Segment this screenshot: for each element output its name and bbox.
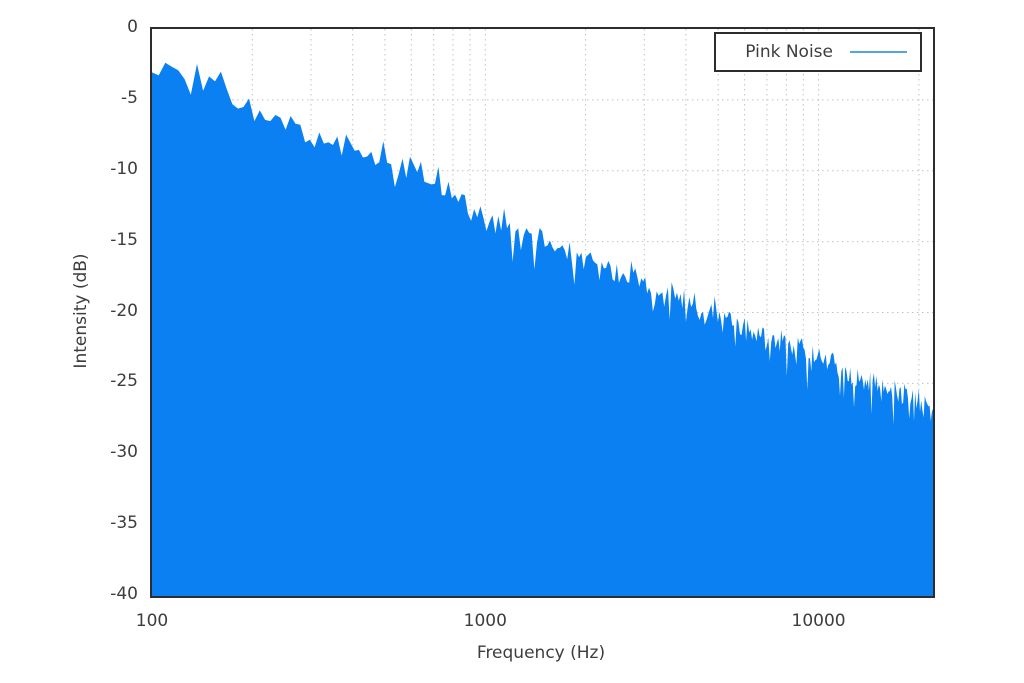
pink-noise-area — [152, 62, 933, 596]
x-tick-label-100: 100 — [135, 611, 169, 631]
legend-line-sample-icon — [850, 51, 907, 53]
y-tick-label--25: -25 — [110, 371, 138, 392]
x-tick-label-10000: 10000 — [791, 611, 846, 631]
y-tick-label-0: 0 — [127, 17, 138, 37]
legend-box: Pink Noise — [714, 32, 922, 72]
x-tick-label-1000: 1000 — [463, 611, 507, 631]
legend-label-pink-noise: Pink Noise — [745, 42, 833, 62]
y-tick-label--20: -20 — [110, 300, 138, 321]
y-tick-label--30: -30 — [110, 442, 138, 463]
plot-canvas — [152, 29, 933, 596]
y-tick-label--15: -15 — [110, 229, 138, 250]
y-tick-label--10: -10 — [110, 158, 138, 179]
x-axis-title: Frequency (Hz) — [476, 643, 606, 663]
y-tick-label--35: -35 — [110, 513, 138, 534]
plot-area: Pink Noise — [150, 27, 935, 598]
y-tick-label--5: -5 — [121, 87, 138, 108]
y-tick-label--40: -40 — [110, 584, 138, 604]
